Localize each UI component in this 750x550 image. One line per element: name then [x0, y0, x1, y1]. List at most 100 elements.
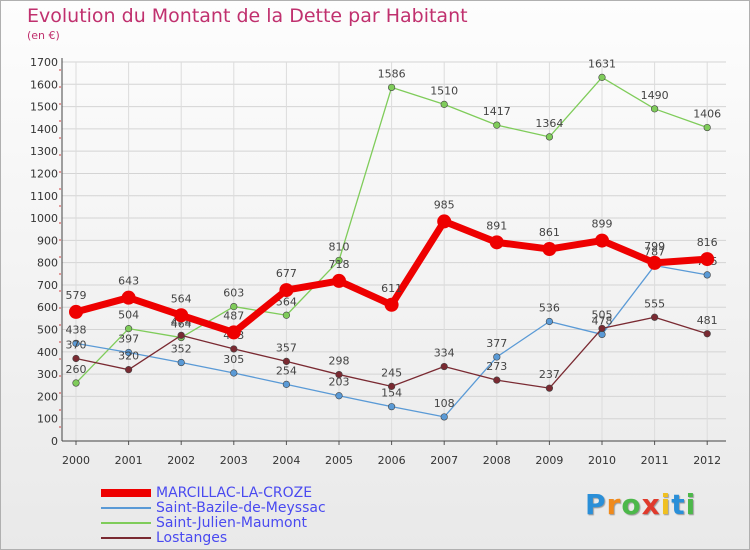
data-point [72, 379, 80, 387]
y-tick-label: 600 [37, 301, 58, 314]
data-label: 237 [539, 368, 560, 381]
legend-swatch [101, 522, 151, 524]
x-tick-label: 2009 [535, 454, 563, 467]
data-point [332, 273, 346, 288]
data-label: 643 [118, 275, 139, 288]
data-point [703, 330, 711, 338]
data-label: 108 [434, 397, 455, 410]
data-point [282, 357, 291, 366]
chart-title: Evolution du Montant de la Dette par Hab… [27, 5, 468, 27]
data-point [388, 403, 396, 411]
y-tick-label: 1500 [30, 101, 58, 114]
legend-swatch [101, 489, 151, 497]
data-label: 1417 [483, 105, 511, 118]
legend-label: Saint-Bazile-de-Meyssac [156, 500, 326, 516]
data-point [440, 100, 448, 108]
data-point [545, 317, 554, 326]
proxiti-logo: Proxiti [585, 488, 696, 521]
y-tick-label: 1300 [30, 145, 58, 158]
y-tick-label: 1200 [30, 167, 58, 180]
legend-label: Lostanges [156, 530, 228, 546]
data-label: 260 [66, 363, 87, 376]
logo-letter: i [685, 488, 697, 521]
data-point [124, 348, 133, 357]
data-label: 298 [329, 355, 350, 368]
data-label: 254 [276, 364, 297, 377]
data-point [226, 325, 241, 340]
data-label: 154 [381, 387, 402, 400]
data-point [650, 105, 659, 113]
x-tick-label: 2011 [641, 454, 669, 467]
data-label: 487 [223, 309, 244, 322]
data-point [647, 255, 662, 270]
data-point [650, 313, 659, 321]
data-point [598, 73, 606, 81]
data-point [489, 235, 504, 250]
data-label: 787 [644, 246, 665, 259]
data-point [72, 339, 80, 347]
data-label: 579 [66, 289, 87, 302]
legend-swatch [101, 537, 151, 539]
data-point [230, 345, 238, 353]
data-label: 320 [118, 350, 139, 363]
y-tick-label: 800 [37, 257, 58, 270]
data-point [542, 242, 557, 257]
data-label: 1490 [641, 89, 669, 102]
data-point [598, 324, 606, 333]
logo-letter: o [621, 488, 642, 521]
y-tick-label: 1000 [30, 212, 58, 225]
data-point [545, 384, 554, 392]
data-point [493, 121, 501, 129]
data-point [440, 362, 448, 371]
data-label: 985 [434, 198, 455, 211]
data-label: 273 [486, 360, 507, 373]
y-tick-label: 0 [51, 435, 58, 448]
logo-letter: P [585, 488, 607, 521]
logo-letter: r [606, 488, 622, 521]
data-label: 799 [644, 240, 665, 253]
y-tick-label: 700 [37, 279, 58, 292]
data-label: 555 [644, 297, 665, 310]
data-label: 397 [118, 332, 139, 345]
data-label: 505 [592, 308, 613, 321]
data-point [174, 308, 189, 323]
y-tick-label: 500 [37, 324, 58, 337]
data-label: 464 [171, 318, 192, 331]
data-point [335, 256, 343, 265]
data-point [282, 380, 291, 388]
data-point [595, 233, 609, 248]
data-point [493, 353, 501, 361]
x-tick-label: 2002 [167, 454, 195, 467]
legend-swatch [101, 507, 151, 509]
x-tick-label: 2004 [272, 454, 300, 467]
data-point [703, 123, 711, 132]
data-label: 334 [434, 347, 455, 360]
data-label: 899 [592, 218, 613, 231]
x-tick-label: 2007 [430, 454, 458, 467]
y-tick-label: 400 [37, 346, 58, 359]
data-label: 1406 [693, 108, 721, 121]
data-point [335, 370, 343, 379]
logo-letter: i [660, 488, 672, 521]
data-point [69, 304, 83, 319]
x-tick-label: 2010 [588, 454, 616, 467]
data-point [493, 376, 501, 384]
data-label: 1510 [430, 84, 458, 97]
data-point [703, 271, 711, 279]
y-tick-label: 1600 [30, 78, 58, 91]
y-tick-label: 1400 [30, 123, 58, 136]
data-point [440, 413, 448, 421]
legend-label: Saint-Julien-Maumont [156, 515, 307, 531]
y-tick-label: 900 [37, 234, 58, 247]
data-label: 438 [66, 323, 87, 336]
data-point [124, 366, 133, 374]
data-point [230, 369, 238, 377]
data-point [121, 290, 136, 305]
data-point [177, 358, 185, 367]
data-label: 861 [539, 226, 560, 239]
data-point [335, 392, 343, 400]
data-label: 481 [697, 314, 718, 327]
x-tick-label: 2008 [483, 454, 511, 467]
data-label: 718 [329, 258, 350, 271]
